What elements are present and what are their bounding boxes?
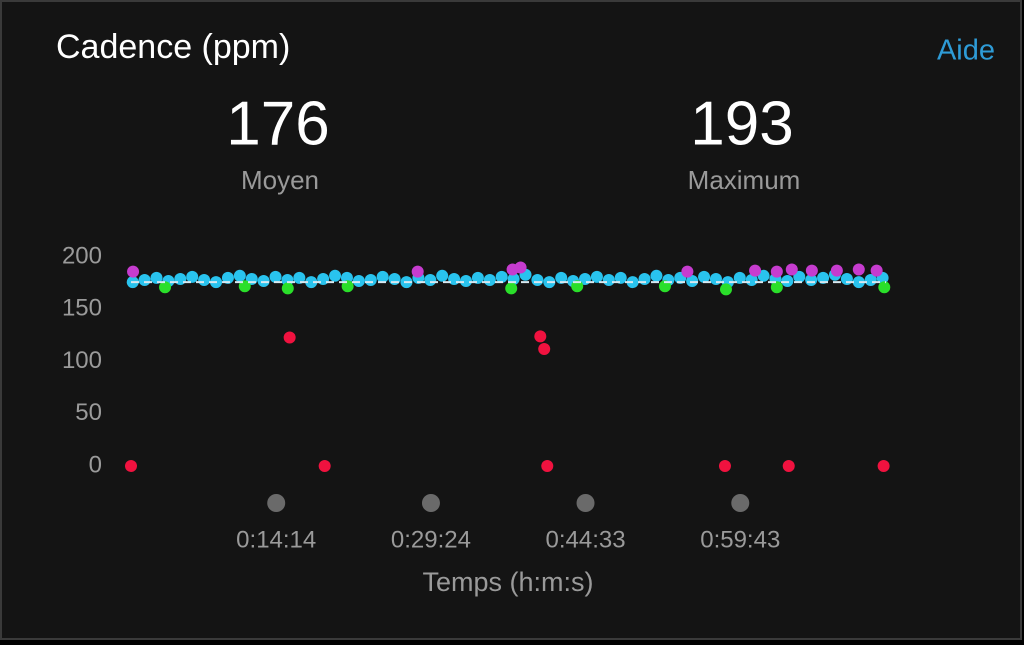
point bbox=[352, 275, 365, 288]
stat-value: 176 bbox=[226, 89, 329, 158]
point bbox=[221, 271, 234, 284]
point bbox=[388, 272, 401, 285]
point bbox=[448, 272, 461, 285]
x-tick-label: 0:14:14 bbox=[236, 526, 316, 553]
point bbox=[281, 282, 294, 295]
point bbox=[770, 281, 783, 294]
point bbox=[538, 342, 551, 355]
point bbox=[770, 265, 783, 278]
point bbox=[541, 460, 554, 472]
point bbox=[317, 272, 330, 285]
point bbox=[483, 273, 496, 286]
point bbox=[650, 269, 663, 282]
point bbox=[471, 271, 484, 284]
y-tick-label: 150 bbox=[62, 295, 102, 322]
point bbox=[805, 264, 818, 277]
point bbox=[590, 270, 603, 283]
point bbox=[614, 271, 627, 284]
point bbox=[531, 273, 544, 286]
point bbox=[852, 263, 865, 276]
point bbox=[138, 273, 151, 286]
point bbox=[125, 460, 137, 472]
point bbox=[283, 331, 296, 344]
x-tick-label: 0:44:33 bbox=[545, 526, 625, 553]
x-tick-marker bbox=[576, 494, 595, 512]
point bbox=[709, 272, 722, 285]
point bbox=[830, 264, 843, 277]
point bbox=[733, 271, 746, 284]
point bbox=[495, 270, 508, 283]
point bbox=[150, 271, 163, 284]
point bbox=[840, 272, 853, 285]
point bbox=[793, 270, 806, 283]
point bbox=[782, 460, 795, 472]
point bbox=[719, 283, 732, 296]
point bbox=[698, 270, 711, 283]
point bbox=[329, 269, 342, 282]
point bbox=[870, 264, 883, 277]
point bbox=[658, 280, 671, 293]
point bbox=[436, 269, 449, 282]
chart-title: Cadence (ppm) bbox=[56, 28, 290, 66]
point bbox=[878, 281, 891, 294]
point bbox=[718, 460, 731, 472]
x-tick-label: 0:29:24 bbox=[391, 526, 471, 553]
point bbox=[269, 270, 282, 283]
x-tick-marker bbox=[267, 494, 286, 512]
x-tick-marker bbox=[731, 494, 750, 512]
point bbox=[638, 272, 651, 285]
point bbox=[159, 281, 172, 294]
point bbox=[877, 460, 890, 472]
point bbox=[505, 282, 518, 295]
point bbox=[749, 264, 762, 277]
point bbox=[571, 280, 584, 293]
point bbox=[293, 271, 306, 284]
point bbox=[852, 276, 865, 289]
point bbox=[174, 272, 187, 285]
y-tick-label: 200 bbox=[62, 242, 102, 269]
point bbox=[514, 261, 527, 274]
y-tick-label: 0 bbox=[89, 451, 102, 478]
point bbox=[305, 276, 318, 289]
y-tick-label: 100 bbox=[62, 347, 102, 374]
point bbox=[233, 269, 246, 282]
stat-label: Moyen bbox=[241, 165, 319, 195]
point bbox=[681, 265, 694, 278]
x-tick-marker bbox=[421, 494, 440, 512]
help-link[interactable]: Aide bbox=[937, 35, 995, 67]
point bbox=[376, 270, 389, 283]
point bbox=[602, 273, 615, 286]
point bbox=[364, 273, 377, 286]
point bbox=[198, 273, 211, 286]
point bbox=[781, 275, 794, 288]
point bbox=[686, 275, 699, 288]
point bbox=[238, 280, 251, 293]
x-tick-label: 0:59:43 bbox=[700, 526, 780, 553]
point bbox=[424, 273, 437, 286]
point bbox=[411, 265, 424, 278]
point bbox=[459, 275, 472, 288]
point bbox=[127, 265, 140, 278]
point bbox=[341, 280, 354, 293]
stat-value: 193 bbox=[690, 89, 793, 158]
point bbox=[257, 275, 270, 288]
point bbox=[555, 271, 568, 284]
point bbox=[785, 263, 798, 276]
point bbox=[534, 330, 547, 343]
point bbox=[817, 271, 830, 284]
point bbox=[186, 270, 199, 283]
y-tick-label: 50 bbox=[75, 399, 102, 426]
point bbox=[318, 460, 331, 472]
stat-label: Maximum bbox=[688, 165, 801, 195]
x-axis-label: Temps (h:m:s) bbox=[422, 567, 593, 597]
